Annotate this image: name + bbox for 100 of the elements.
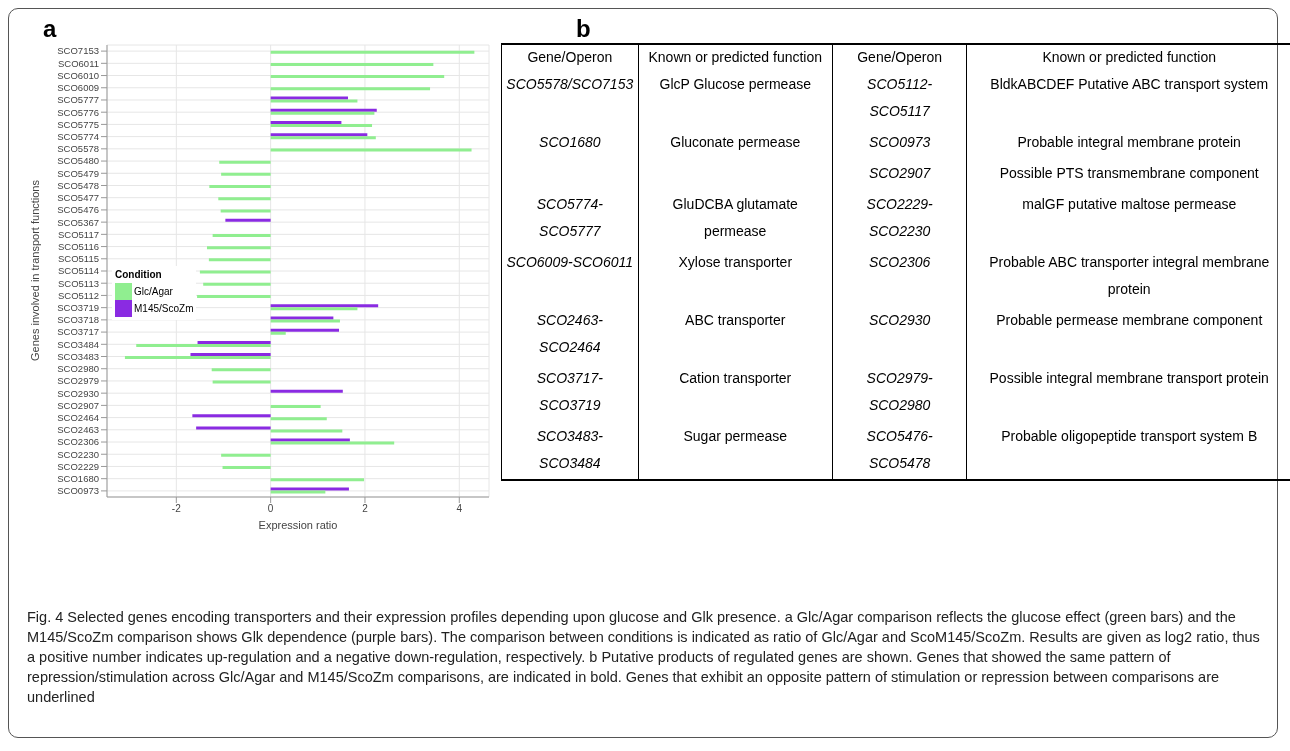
bar	[270, 441, 395, 445]
text: Probable permease membrane component	[996, 312, 1263, 328]
text: SCO3717-SCO3719	[536, 370, 603, 413]
bar	[270, 133, 368, 137]
y-tick-label: SCO2980	[57, 363, 99, 375]
text: SCO2463-SCO2464	[536, 312, 603, 355]
bar	[124, 356, 271, 360]
y-tick-label: SCO2463	[57, 424, 99, 436]
y-tick-label: SCO2464	[57, 411, 99, 423]
y-tick-label: SCO6010	[57, 69, 99, 81]
bar	[270, 429, 343, 433]
category-label: Known or predicted function	[638, 44, 833, 69]
text: SCO5112-SCO5117	[867, 76, 933, 119]
y-tick-label: SCO7153	[57, 45, 99, 57]
text: malGF putative maltose permease	[1022, 196, 1237, 212]
y-tick-label: SCO5367	[57, 216, 99, 228]
bar	[199, 270, 271, 274]
text: Possible integral membrane transport protein	[989, 370, 1269, 386]
y-tick-label: SCO0973	[57, 485, 99, 497]
y-tick-label: SCO1680	[57, 473, 99, 485]
y-tick-label: SCO5776	[57, 106, 99, 118]
category-label: Gene/Operon	[501, 44, 639, 69]
text: Gluconate permease	[670, 134, 801, 150]
y-tick-label: SCO2907	[57, 399, 99, 411]
bar	[270, 148, 472, 152]
text: SCO2979-SCO2980	[866, 370, 933, 413]
text: Probable integral membrane protein	[1017, 134, 1241, 150]
y-tick-label: SCO5480	[57, 155, 99, 167]
y-tick-label: SCO5112	[57, 289, 99, 301]
x-tick-label: -2	[171, 503, 182, 515]
text: Sugar permease	[683, 428, 787, 444]
text: SCO1680	[539, 134, 601, 150]
bar	[270, 62, 434, 66]
text: Probable oligopeptide transport system B	[1001, 428, 1258, 444]
y-axis-title: Genes involved in transport functions	[28, 179, 41, 361]
bar	[192, 414, 271, 418]
bar	[270, 331, 286, 335]
y-tick-label: SCO2229	[57, 460, 99, 472]
bar	[220, 209, 271, 213]
y-tick-label: SCO5774	[57, 130, 99, 142]
y-tick-label: SCO5116	[57, 240, 99, 252]
text: Possible PTS transmembrane component	[999, 165, 1259, 181]
y-tick-label: SCO5479	[57, 167, 99, 179]
category-label: Gene/Operon	[832, 44, 967, 69]
y-tick-label: SCO6009	[57, 82, 99, 94]
y-tick-label: SCO2979	[57, 375, 99, 387]
y-tick-label: SCO2306	[57, 436, 99, 448]
bar	[197, 295, 271, 299]
bar	[203, 282, 271, 286]
text: SCO2306	[868, 254, 931, 270]
x-tick-label: 0	[267, 503, 274, 515]
bar	[270, 96, 348, 100]
bar	[212, 233, 271, 237]
y-tick-label: SCO5477	[57, 192, 99, 204]
y-tick-label: SCO3717	[57, 326, 99, 338]
chart-title: a	[43, 15, 58, 42]
bar	[270, 478, 365, 482]
y-tick-label: SCO3483	[57, 350, 99, 362]
text: ABC transporter	[685, 312, 786, 328]
bar	[270, 304, 379, 308]
text: SCO5476-SCO5478	[866, 428, 933, 471]
bar	[221, 453, 271, 457]
bar	[270, 120, 342, 124]
text: SCO2930	[868, 312, 931, 328]
text: SCO0973	[868, 134, 931, 150]
y-tick-label: SCO5476	[57, 204, 99, 216]
text: SCO2907	[868, 165, 931, 181]
legend-label: Glc/Agar	[134, 286, 173, 297]
text: Probable ABC transporter integral membrane protein	[989, 254, 1270, 297]
legend-title: Condition	[115, 269, 163, 280]
y-tick-label: SCO2930	[57, 387, 99, 399]
bar	[270, 487, 349, 491]
y-tick-label: SCO5478	[57, 179, 99, 191]
bar	[212, 380, 271, 384]
x-axis-title: Expression ratio	[258, 519, 338, 531]
y-tick-label: SCO5578	[57, 143, 99, 155]
y-tick-label: SCO3484	[57, 338, 99, 350]
y-tick-label: SCO5777	[57, 94, 99, 106]
y-tick-label: SCO5115	[57, 253, 99, 265]
bar	[225, 218, 271, 222]
text: GluDCBA glutamate permease	[672, 196, 798, 239]
y-tick-label: SCO5775	[57, 118, 99, 130]
bar	[270, 438, 350, 442]
bar	[270, 316, 334, 320]
x-tick-label: 2	[362, 503, 369, 515]
bar	[209, 185, 271, 189]
bar	[196, 426, 271, 430]
bar	[197, 340, 271, 344]
y-tick-label: SCO5117	[57, 228, 99, 240]
bar	[270, 99, 358, 103]
text: b	[576, 15, 592, 43]
text: GlcP Glucose permease	[659, 76, 811, 92]
bar	[222, 466, 271, 470]
bar	[270, 75, 445, 79]
bar	[218, 197, 271, 201]
bar	[270, 123, 373, 127]
bar	[208, 258, 271, 262]
text: BldkABCDEF Putative ABC transport system	[990, 76, 1269, 92]
category-label: Known or predicted function	[966, 44, 1290, 69]
text: SCO6009-SCO6011	[506, 254, 634, 270]
